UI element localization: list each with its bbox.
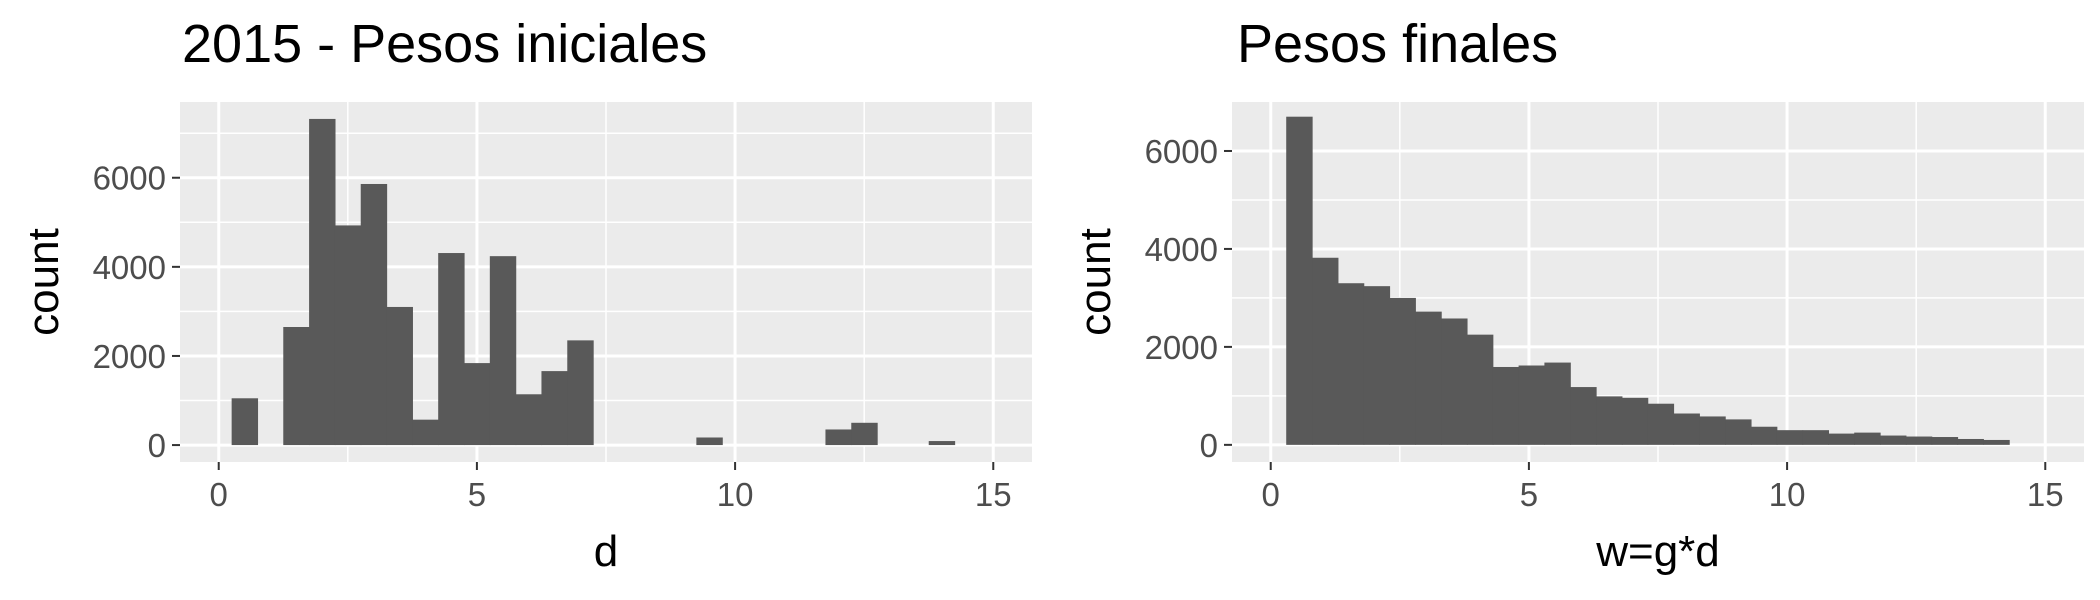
histogram-bar xyxy=(1673,413,1700,445)
histogram-bar xyxy=(360,183,388,446)
histogram-bar xyxy=(1441,318,1468,445)
histogram-bar xyxy=(1286,116,1313,445)
histogram-bar xyxy=(334,225,362,446)
histogram-bar xyxy=(1802,430,1829,445)
y-axis-title: count xyxy=(1071,228,1120,336)
histogram-bar xyxy=(1337,283,1365,445)
histogram-bar xyxy=(567,340,594,446)
histogram-bar xyxy=(1544,362,1571,445)
x-tick-label: 15 xyxy=(975,476,1012,513)
x-tick-label: 0 xyxy=(1262,476,1280,513)
histogram-bar xyxy=(1725,419,1752,445)
histogram-panel-initial-weights: 2015 - Pesos iniciales 0 5 10 15 0 2000 4000 6… xyxy=(19,14,1032,576)
histogram-bar xyxy=(1596,396,1623,445)
y-tick-label: 2000 xyxy=(93,338,166,375)
y-tick-label: 0 xyxy=(148,427,166,464)
histogram-bar xyxy=(1570,387,1597,445)
bars xyxy=(1286,116,2010,445)
histogram-bar xyxy=(1363,286,1391,445)
y-tick-label: 6000 xyxy=(93,160,166,197)
histogram-bar xyxy=(825,429,852,446)
y-tick-label: 4000 xyxy=(93,249,166,286)
histogram-bar xyxy=(1492,366,1520,445)
histogram-bar xyxy=(283,327,310,446)
histogram-bar xyxy=(1312,257,1339,445)
histogram-bar xyxy=(489,256,517,446)
y-axis-title: count xyxy=(19,228,68,336)
histogram-bar xyxy=(231,398,259,446)
histogram-bar xyxy=(1880,435,1907,445)
y-tick-label: 0 xyxy=(1200,427,1218,464)
chart-title: 2015 - Pesos iniciales xyxy=(182,14,707,74)
histogram-bar xyxy=(1466,334,1494,445)
histogram-bar xyxy=(515,394,543,446)
grid-lines xyxy=(180,102,1032,462)
bars xyxy=(231,118,956,446)
histogram-bar xyxy=(1647,403,1675,445)
histogram-bar xyxy=(1699,416,1726,445)
x-tick-label: 0 xyxy=(210,476,228,513)
y-tick-label: 4000 xyxy=(1145,231,1218,268)
histogram-bar xyxy=(851,422,878,446)
histogram-bar xyxy=(309,118,336,446)
histogram-bar xyxy=(1828,433,1855,445)
histogram-bar xyxy=(696,437,723,446)
histogram-bar xyxy=(1621,397,1649,445)
y-axis-ticks: 0 2000 4000 6000 xyxy=(93,160,180,464)
histogram-bar xyxy=(541,371,568,446)
histogram-bar xyxy=(1931,437,1959,445)
chart-title: Pesos finales xyxy=(1237,14,1558,74)
x-axis-ticks: 0 5 10 15 xyxy=(1262,462,2064,513)
histogram-bar xyxy=(928,441,956,446)
histogram-bar xyxy=(438,253,465,446)
histogram-bar xyxy=(464,363,491,446)
histogram-bar xyxy=(1518,365,1545,445)
x-tick-label: 5 xyxy=(468,476,486,513)
histogram-bar xyxy=(1854,432,1881,445)
x-tick-label: 5 xyxy=(1520,476,1538,513)
x-tick-label: 15 xyxy=(2027,476,2064,513)
histogram-bar xyxy=(412,419,439,446)
histogram-bar xyxy=(1957,438,1984,445)
histogram-bar xyxy=(1905,436,1933,445)
x-axis-title: d xyxy=(594,527,618,576)
histogram-bar xyxy=(1389,297,1416,445)
x-tick-label: 10 xyxy=(717,476,754,513)
x-tick-label: 10 xyxy=(1769,476,1806,513)
y-axis-ticks: 0 2000 4000 6000 xyxy=(1145,133,1232,464)
x-axis-ticks: 0 5 10 15 xyxy=(210,462,1012,513)
y-tick-label: 6000 xyxy=(1145,133,1218,170)
y-tick-label: 2000 xyxy=(1145,329,1218,366)
histogram-bar xyxy=(1776,430,1804,445)
histogram-bar xyxy=(1983,439,2010,445)
x-axis-title: w=g*d xyxy=(1595,527,1720,576)
histogram-bar xyxy=(1415,311,1442,445)
histogram-panel-final-weights: Pesos finales 0 5 10 15 0 2000 4000 6000 w=g*d… xyxy=(1071,14,2084,576)
histogram-bar xyxy=(386,306,413,446)
histogram-bar xyxy=(1750,426,1778,445)
